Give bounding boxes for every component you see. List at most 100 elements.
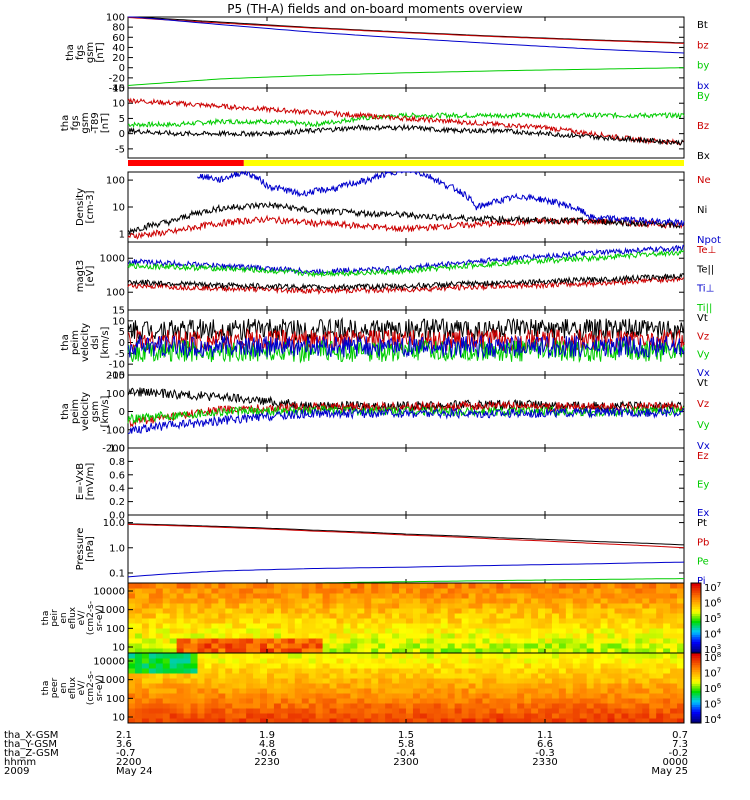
spectro-cell bbox=[454, 693, 463, 699]
spectro-cell bbox=[628, 703, 636, 709]
spectro-cell bbox=[447, 678, 456, 684]
spectro-cell bbox=[287, 603, 296, 609]
spectro-cell bbox=[635, 698, 643, 704]
spectro-cell bbox=[677, 588, 685, 594]
ephem-value: 7.3 bbox=[672, 739, 688, 750]
spectro-cell bbox=[454, 703, 463, 709]
spectro-cell bbox=[489, 648, 497, 654]
spectro-cell bbox=[572, 643, 581, 649]
spectro-cell bbox=[607, 688, 615, 694]
spectro-cell bbox=[260, 678, 268, 684]
spectro-cell bbox=[677, 663, 685, 669]
spectro-cell bbox=[162, 613, 171, 619]
spectro-cell bbox=[642, 683, 650, 689]
spectro-cell bbox=[579, 638, 588, 644]
spectro-cell bbox=[426, 648, 435, 654]
spectro-cell bbox=[433, 623, 442, 629]
spectro-cell bbox=[128, 628, 136, 634]
spectro-cell bbox=[454, 628, 463, 634]
spectro-cell bbox=[551, 603, 560, 609]
spectro-cell bbox=[545, 668, 553, 674]
spectro-cell bbox=[482, 663, 490, 669]
spectro-cell bbox=[496, 698, 504, 704]
spectro-cell bbox=[204, 698, 212, 704]
colorbar-tick-label: 105 bbox=[704, 698, 721, 711]
spectro-cell bbox=[280, 718, 289, 724]
spectro-cell bbox=[336, 703, 344, 709]
spectro-cell bbox=[134, 673, 143, 679]
spectro-cell bbox=[586, 588, 595, 594]
spectro-cell bbox=[663, 628, 671, 634]
spectro-cell bbox=[621, 703, 629, 709]
spectro-cell bbox=[454, 593, 463, 599]
spectro-cell bbox=[621, 593, 629, 599]
spectro-cell bbox=[593, 663, 602, 669]
ylabel-line: -T89 bbox=[90, 112, 101, 134]
spectro-cell bbox=[607, 683, 615, 689]
spectro-cell bbox=[385, 613, 393, 619]
spectro-cell bbox=[649, 608, 657, 614]
spectro-cell bbox=[558, 588, 567, 594]
spectro-cell bbox=[468, 703, 476, 709]
spectro-cell bbox=[510, 648, 518, 654]
spectro-cell bbox=[642, 628, 650, 634]
spectro-cell bbox=[649, 708, 657, 714]
spectro-cell bbox=[169, 718, 178, 724]
spectro-cell bbox=[364, 638, 372, 644]
spectro-cell bbox=[482, 678, 490, 684]
spectro-cell bbox=[287, 588, 296, 594]
spectro-cell bbox=[551, 648, 560, 654]
spectro-cell bbox=[496, 683, 504, 689]
spectro-cell bbox=[433, 598, 442, 604]
spectro-cell bbox=[301, 718, 310, 724]
spectro-cell bbox=[517, 683, 525, 689]
spectro-cell bbox=[294, 663, 303, 669]
spectro-cell bbox=[524, 593, 532, 599]
spectro-cell bbox=[572, 623, 581, 629]
spectro-cell bbox=[301, 588, 310, 594]
spectro-cell bbox=[329, 703, 337, 709]
spectro-cell bbox=[579, 613, 588, 619]
spectro-cell bbox=[183, 618, 192, 624]
spectro-cell bbox=[489, 673, 497, 679]
spectro-cell bbox=[308, 693, 317, 699]
spectro-cell bbox=[503, 663, 511, 669]
spectro-cell bbox=[204, 663, 212, 669]
spectro-cell bbox=[482, 588, 490, 594]
spectro-cell bbox=[273, 713, 282, 719]
spectro-cell bbox=[239, 668, 247, 674]
ylabel-line: peim bbox=[70, 330, 81, 355]
spectro-cell bbox=[232, 623, 240, 629]
spectro-cell bbox=[600, 628, 609, 634]
spectro-cell bbox=[586, 713, 595, 719]
spectro-cell bbox=[510, 608, 518, 614]
spectro-cell bbox=[211, 648, 219, 654]
spectro-cell bbox=[489, 713, 497, 719]
spectro-cell bbox=[190, 608, 198, 614]
spectro-cell bbox=[128, 678, 136, 684]
mode-bar-segment-0 bbox=[128, 160, 244, 166]
spectro-cell bbox=[593, 613, 602, 619]
spectro-cell bbox=[239, 598, 247, 604]
spectro-cell bbox=[531, 663, 539, 669]
spectro-cell bbox=[315, 628, 324, 634]
spectro-cell bbox=[141, 668, 150, 674]
ephem-value: May 25 bbox=[651, 766, 688, 777]
spectro-cell bbox=[412, 698, 421, 704]
spectro-cell bbox=[524, 683, 532, 689]
spectro-cell bbox=[454, 708, 463, 714]
spectro-cell bbox=[322, 708, 331, 714]
spectro-cell bbox=[190, 658, 198, 664]
spectro-cell bbox=[357, 593, 365, 599]
spectro-cell bbox=[524, 688, 532, 694]
spectro-cell bbox=[621, 713, 629, 719]
spectro-cell bbox=[517, 623, 525, 629]
spectro-cell bbox=[475, 678, 483, 684]
spectro-cell bbox=[545, 643, 553, 649]
spectro-cell bbox=[357, 603, 365, 609]
spectro-cell bbox=[426, 658, 435, 664]
spectro-cell bbox=[343, 678, 351, 684]
spectro-cell bbox=[468, 653, 476, 659]
spectro-cell bbox=[649, 678, 657, 684]
spectro-cell bbox=[350, 703, 358, 709]
